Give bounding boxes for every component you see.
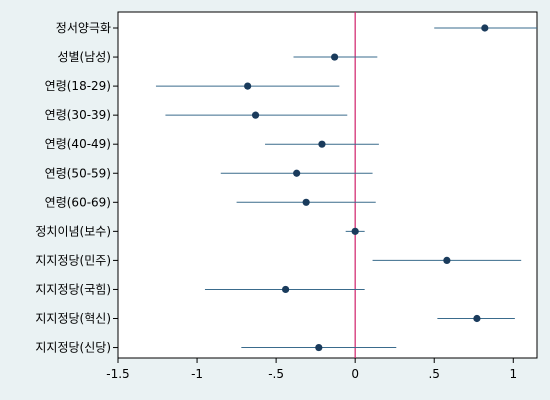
point-estimate (473, 314, 481, 323)
y-tick-label: 연령(30-39) (45, 108, 111, 122)
y-tick-label: 연령(50-59) (45, 166, 111, 180)
point-estimate (331, 53, 339, 61)
y-tick-label: 성별(남성) (57, 50, 111, 64)
x-tick-label: 0 (351, 367, 359, 381)
point-estimate (318, 140, 326, 148)
point-estimate (293, 169, 301, 177)
x-tick-label: .5 (428, 367, 439, 381)
point-estimate (244, 82, 252, 90)
x-tick-label: -1.5 (106, 367, 129, 381)
x-tick-label: -1 (191, 367, 203, 381)
y-tick-label: 연령(18-29) (45, 79, 111, 93)
y-tick-label: 지지정당(신당) (35, 341, 111, 355)
point-estimate (315, 343, 323, 352)
y-tick-label: 지지정당(국힘) (35, 282, 111, 296)
y-tick-label: 지지정당(민주) (35, 253, 111, 267)
y-tick-label: 연령(60-69) (45, 195, 111, 209)
point-estimate (251, 111, 260, 119)
x-tick-label: -.5 (268, 367, 284, 381)
point-estimate (282, 285, 290, 294)
y-tick-label: 연령(40-49) (45, 137, 111, 151)
x-tick-label: 1 (509, 367, 517, 381)
y-tick-label: 정서양극화 (56, 21, 111, 35)
point-estimate (351, 227, 359, 235)
x-axis: -1.5 -1 -.5 0 .5 1 (106, 358, 517, 381)
point-estimate-layer (244, 24, 489, 352)
plot-area (117, 11, 538, 359)
point-estimate (443, 256, 451, 264)
point-estimate (302, 198, 310, 206)
point-estimate (481, 24, 489, 32)
y-tick-label: 정치이념(보수) (35, 224, 111, 238)
y-tick-label: 지지정당(혁신) (35, 312, 111, 326)
